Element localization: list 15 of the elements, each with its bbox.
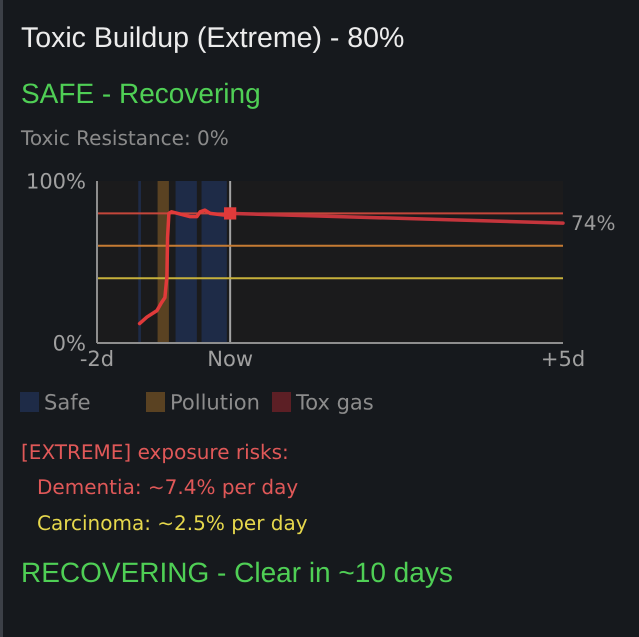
y-tick-label: 0% <box>52 331 86 356</box>
legend-label: Pollution <box>170 390 260 414</box>
text: Dementia: ~7.4% per day <box>37 475 298 499</box>
chart-subtitle: SAFE - Recovering <box>21 78 261 109</box>
text: RECOVERING - Clear in ~10 days <box>21 557 453 588</box>
text: [EXTREME] exposure risks: <box>21 440 289 464</box>
y-tick-label: 100% <box>26 169 86 194</box>
x-tick-label: Now <box>207 346 254 371</box>
chart-title: Toxic Buildup (Extreme) - 80% <box>21 22 404 54</box>
text: Toxic Resistance: 0% <box>20 126 229 150</box>
x-tick-label: +5d <box>540 346 586 371</box>
legend-label: Safe <box>44 390 91 414</box>
legend-label: Tox gas <box>295 390 374 414</box>
annotation: 74% <box>571 211 616 236</box>
text: Carcinoma: ~2.5% per day <box>37 511 308 535</box>
